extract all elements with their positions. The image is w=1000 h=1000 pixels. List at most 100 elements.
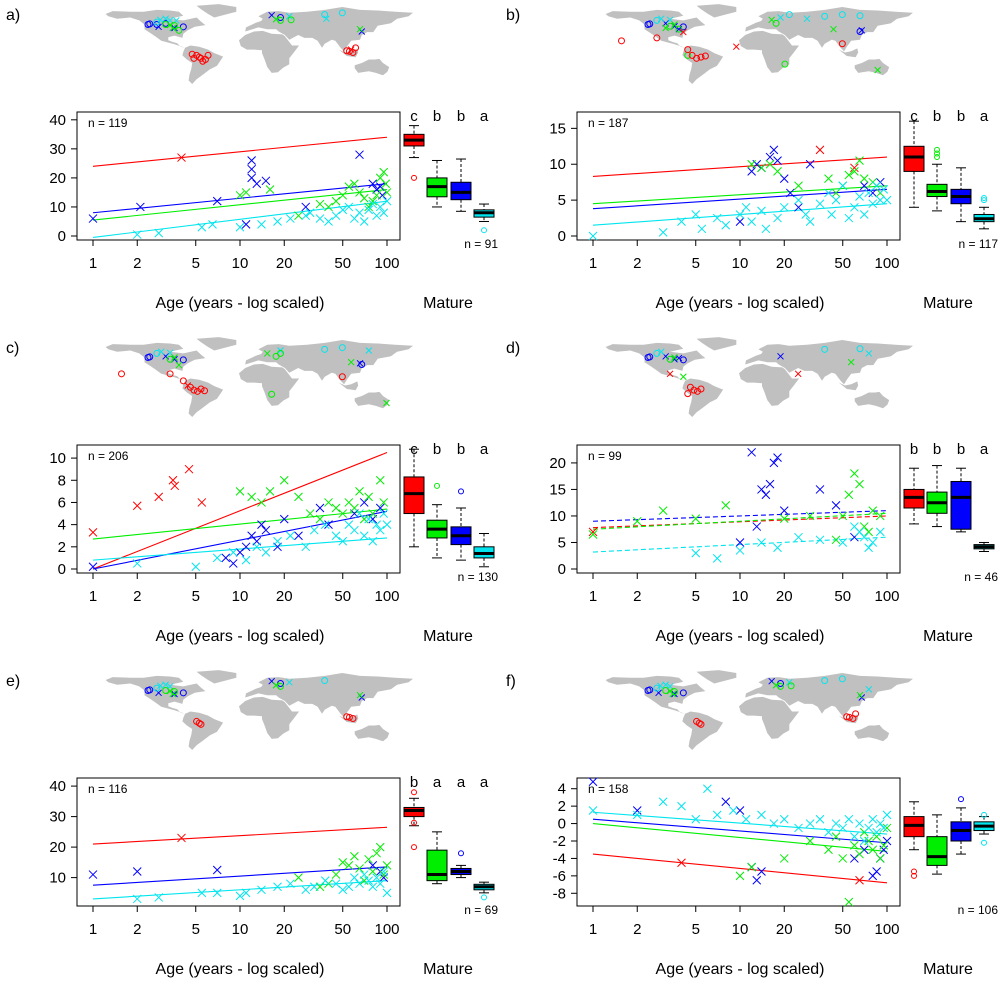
x-tick-label: 50 [334,921,351,938]
marker-cross [309,525,319,535]
marker-cross [272,681,280,689]
marker-cross [294,492,303,502]
marker-cross [752,522,762,531]
marker-cross [379,167,389,177]
marker-cross [697,224,707,234]
marker-cross [677,858,686,868]
x-tick-label: 2 [633,921,641,938]
marker-cross [830,25,837,33]
x-tick-label: 100 [374,588,399,605]
significance-letter: b [957,441,965,458]
marker-cross [257,520,266,529]
sample-size-label: n = 206 [88,449,129,463]
marker-circle [199,57,207,65]
marker-cross [855,156,864,166]
significance-letter: b [433,441,441,458]
y-tick-label: 0 [558,228,566,245]
marker-circle [662,687,670,694]
box-outlier [981,194,987,201]
marker-cross [691,814,701,824]
significance-letter: a [433,774,442,791]
marker-cross [831,500,841,510]
marker-cross [757,810,766,820]
regression-line [592,811,888,835]
marker-cross [301,211,311,221]
plot-frame [76,111,401,241]
marker-cross [872,181,881,191]
marker-cross [794,181,803,191]
marker-cross [859,174,869,183]
marker-circle [845,713,853,721]
box-axis-label: Mature [923,628,973,645]
marker-cross [379,867,389,876]
significance-letter: c [910,108,918,125]
marker-cross [588,806,598,815]
marker-cross [765,159,775,169]
marker-circle [321,677,329,685]
marker-cross [827,210,836,219]
y-tick-label: -2 [553,833,566,850]
marker-cross [364,514,373,524]
y-tick-label: 20 [549,455,566,472]
marker-cross [197,222,207,232]
marker-cross [315,199,325,209]
marker-cross [191,562,201,572]
marker-cross [588,777,598,787]
map-landmass [338,381,359,391]
marker-cross [769,458,779,468]
y-tick-label: 10 [549,156,566,173]
marker-cross [247,156,256,165]
marker-cross [850,202,859,212]
marker-cross [235,891,245,901]
marker-cross [235,190,245,200]
marker-cross [805,819,815,828]
marker-cross [773,213,782,223]
marker-cross [132,501,142,511]
map-landmass [239,30,300,73]
marker-cross [368,536,378,546]
x-tick-label: 20 [776,255,793,272]
regression-line [92,508,388,540]
marker-cross [765,479,775,489]
y-tick-label: 4 [58,517,66,534]
marker-cross [375,842,385,852]
marker-circle [693,54,701,62]
marker-cross [359,870,369,879]
marker-cross [162,681,170,689]
marker-circle [821,677,829,685]
marker-cross [157,348,165,356]
marker-cross [831,188,841,198]
regression-line [92,183,388,214]
y-tick-label: 40 [49,778,66,795]
marker-cross [658,228,668,237]
marker-cross [679,373,687,381]
marker-circle [268,390,276,398]
significance-letter: b [957,108,965,125]
marker-cross [356,691,364,699]
marker-cross [171,354,178,361]
y-tick-label: -8 [553,885,566,902]
marker-cross [773,167,782,176]
marker-circle [701,52,709,60]
marker-cross [677,801,686,811]
marker-cross [669,690,677,698]
marker-cross [735,538,745,547]
marker-cross [777,352,784,360]
marker-cross [875,511,885,521]
marker-cross [761,490,771,500]
map-landmass [739,363,800,406]
marker-circle [195,719,203,727]
x-tick-label: 10 [232,921,249,938]
y-tick-label: 30 [49,141,66,158]
marker-circle [179,23,187,31]
box-outlier [411,844,417,851]
marker-cross [859,836,869,846]
box-outlier [481,227,487,234]
regression-line [92,880,388,900]
marker-cross [241,188,251,197]
panel-d: d) 1 2 5 10 20 50 100 0 5 10 15 20 n = 99 Age (years -… [506,337,998,645]
y-tick-label: -6 [553,868,566,885]
marker-cross [368,179,378,189]
marker-circle [321,345,329,353]
marker-cross [858,26,866,34]
